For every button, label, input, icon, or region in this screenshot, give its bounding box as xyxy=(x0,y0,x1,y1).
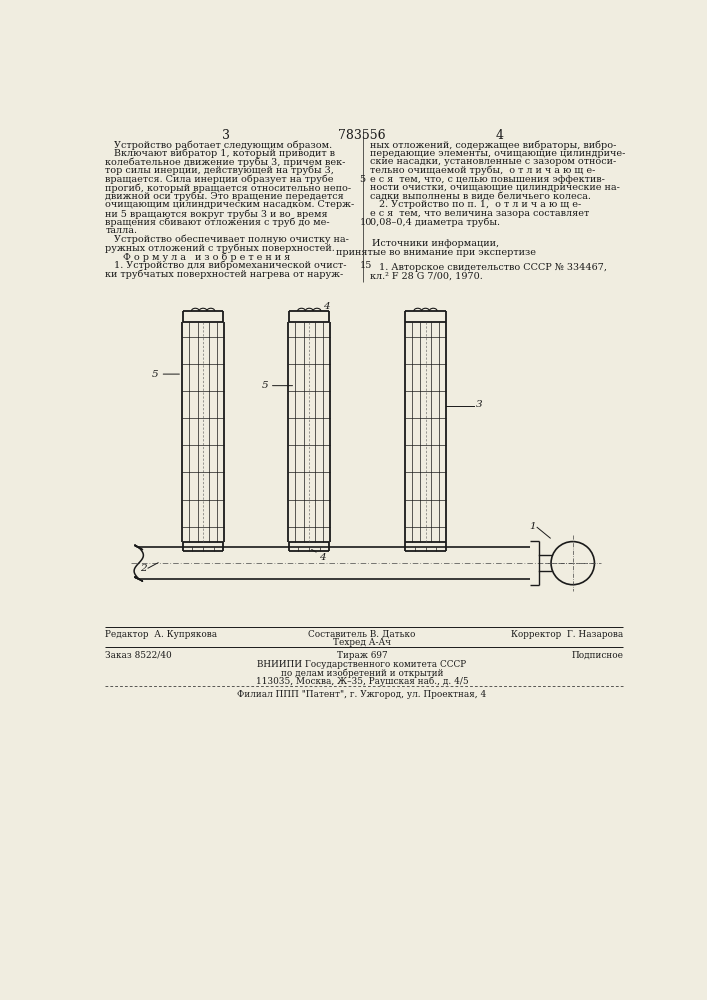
Text: 5: 5 xyxy=(262,381,268,390)
Text: 4: 4 xyxy=(320,553,326,562)
Text: 2: 2 xyxy=(140,564,146,573)
Text: 3: 3 xyxy=(221,129,230,142)
Text: Тираж 697: Тираж 697 xyxy=(337,651,387,660)
Text: передающие элементы, очищающие цилиндриче-: передающие элементы, очищающие цилиндрич… xyxy=(370,149,625,158)
Text: е с я  тем, что, с целью повышения эффектив-: е с я тем, что, с целью повышения эффект… xyxy=(370,175,604,184)
Text: вращается. Сила инерции образует на трубе: вращается. Сила инерции образует на труб… xyxy=(105,175,334,184)
Text: кл.² F 28 G 7/00, 1970.: кл.² F 28 G 7/00, 1970. xyxy=(370,272,482,281)
Text: ки трубчатых поверхностей нагрева от наруж-: ки трубчатых поверхностей нагрева от нар… xyxy=(105,269,344,279)
Text: по делам изобретений и открытий: по делам изобретений и открытий xyxy=(281,668,443,678)
Text: 3: 3 xyxy=(476,400,482,409)
Text: 1: 1 xyxy=(529,522,535,531)
Text: 10: 10 xyxy=(360,218,372,227)
Text: Заказ 8522/40: Заказ 8522/40 xyxy=(105,651,173,660)
Text: Устройство работает следующим образом.: Устройство работает следующим образом. xyxy=(105,140,332,150)
Text: ВНИИПИ Государственного комитета СССР: ВНИИПИ Государственного комитета СССР xyxy=(257,660,467,669)
Text: 5: 5 xyxy=(151,370,158,379)
Text: Техред А-Ач: Техред А-Ач xyxy=(333,638,391,647)
Text: вращения сбивают отложения с труб до ме-: вращения сбивают отложения с труб до ме- xyxy=(105,218,330,227)
Text: 1. Авторское свидетельство СССР № 334467,: 1. Авторское свидетельство СССР № 334467… xyxy=(370,263,607,272)
Text: Включают вибратор 1, который приводит в: Включают вибратор 1, который приводит в xyxy=(105,149,335,158)
Text: Источники информации,: Источники информации, xyxy=(372,239,499,248)
Text: Ф о р м у л а   и з о б р е т е н и я: Ф о р м у л а и з о б р е т е н и я xyxy=(105,252,291,262)
Text: 113035, Москва, Ж–35, Раушская наб., д. 4/5: 113035, Москва, Ж–35, Раушская наб., д. … xyxy=(256,677,468,686)
Text: тельно очищаемой трубы,  о т л и ч а ю щ е-: тельно очищаемой трубы, о т л и ч а ю щ … xyxy=(370,166,595,175)
Text: 4: 4 xyxy=(323,302,330,311)
Text: ных отложений, содержащее вибраторы, вибро-: ных отложений, содержащее вибраторы, виб… xyxy=(370,140,619,150)
Text: 0,08–0,4 диаметра трубы.: 0,08–0,4 диаметра трубы. xyxy=(370,218,500,227)
Text: очищающим цилиндрическим насадком. Стерж-: очищающим цилиндрическим насадком. Стерж… xyxy=(105,200,355,209)
Text: колебательное движение трубы 3, причем век-: колебательное движение трубы 3, причем в… xyxy=(105,157,346,167)
Text: Устройство обеспечивает полную очистку на-: Устройство обеспечивает полную очистку н… xyxy=(105,235,349,244)
Text: е с я  тем, что величина зазора составляет: е с я тем, что величина зазора составляе… xyxy=(370,209,589,218)
Text: Составитель В. Датько: Составитель В. Датько xyxy=(308,630,416,639)
Text: талла.: талла. xyxy=(105,226,137,235)
Text: 1. Устройство для вибромеханической очист-: 1. Устройство для вибромеханической очис… xyxy=(105,261,347,270)
Text: тор силы инерции, действующей на трубы 3,: тор силы инерции, действующей на трубы 3… xyxy=(105,166,334,175)
Text: 783556: 783556 xyxy=(338,129,386,142)
Text: Корректор  Г. Назарова: Корректор Г. Назарова xyxy=(511,630,623,639)
Text: движной оси трубы. Это вращение передается: движной оси трубы. Это вращение передает… xyxy=(105,192,344,201)
Text: садки выполнены в виде беличьего колеса.: садки выполнены в виде беличьего колеса. xyxy=(370,192,590,201)
Text: прогиб, который вращается относительно непо-: прогиб, который вращается относительно н… xyxy=(105,183,351,193)
Text: 2. Устройство по п. 1,  о т л и ч а ю щ е-: 2. Устройство по п. 1, о т л и ч а ю щ е… xyxy=(370,200,581,209)
Text: 4: 4 xyxy=(495,129,503,142)
Text: ские насадки, установленные с зазором относи-: ские насадки, установленные с зазором от… xyxy=(370,157,616,166)
Text: 15: 15 xyxy=(360,261,372,270)
Text: Подписное: Подписное xyxy=(571,651,623,660)
Text: 5: 5 xyxy=(360,175,366,184)
Text: ружных отложений с трубных поверхностей.: ружных отложений с трубных поверхностей. xyxy=(105,244,335,253)
Text: принятые во внимание при экспертизе: принятые во внимание при экспертизе xyxy=(336,248,536,257)
Text: ности очистки, очищающие цилиндрические на-: ности очистки, очищающие цилиндрические … xyxy=(370,183,619,192)
Text: Филиал ППП "Патент", г. Ужгород, ул. Проектная, 4: Филиал ППП "Патент", г. Ужгород, ул. Про… xyxy=(238,690,486,699)
Text: Редактор  А. Купрякова: Редактор А. Купрякова xyxy=(105,630,218,639)
Text: ни 5 вращаются вокруг трубы 3 и во  время: ни 5 вращаются вокруг трубы 3 и во время xyxy=(105,209,328,219)
